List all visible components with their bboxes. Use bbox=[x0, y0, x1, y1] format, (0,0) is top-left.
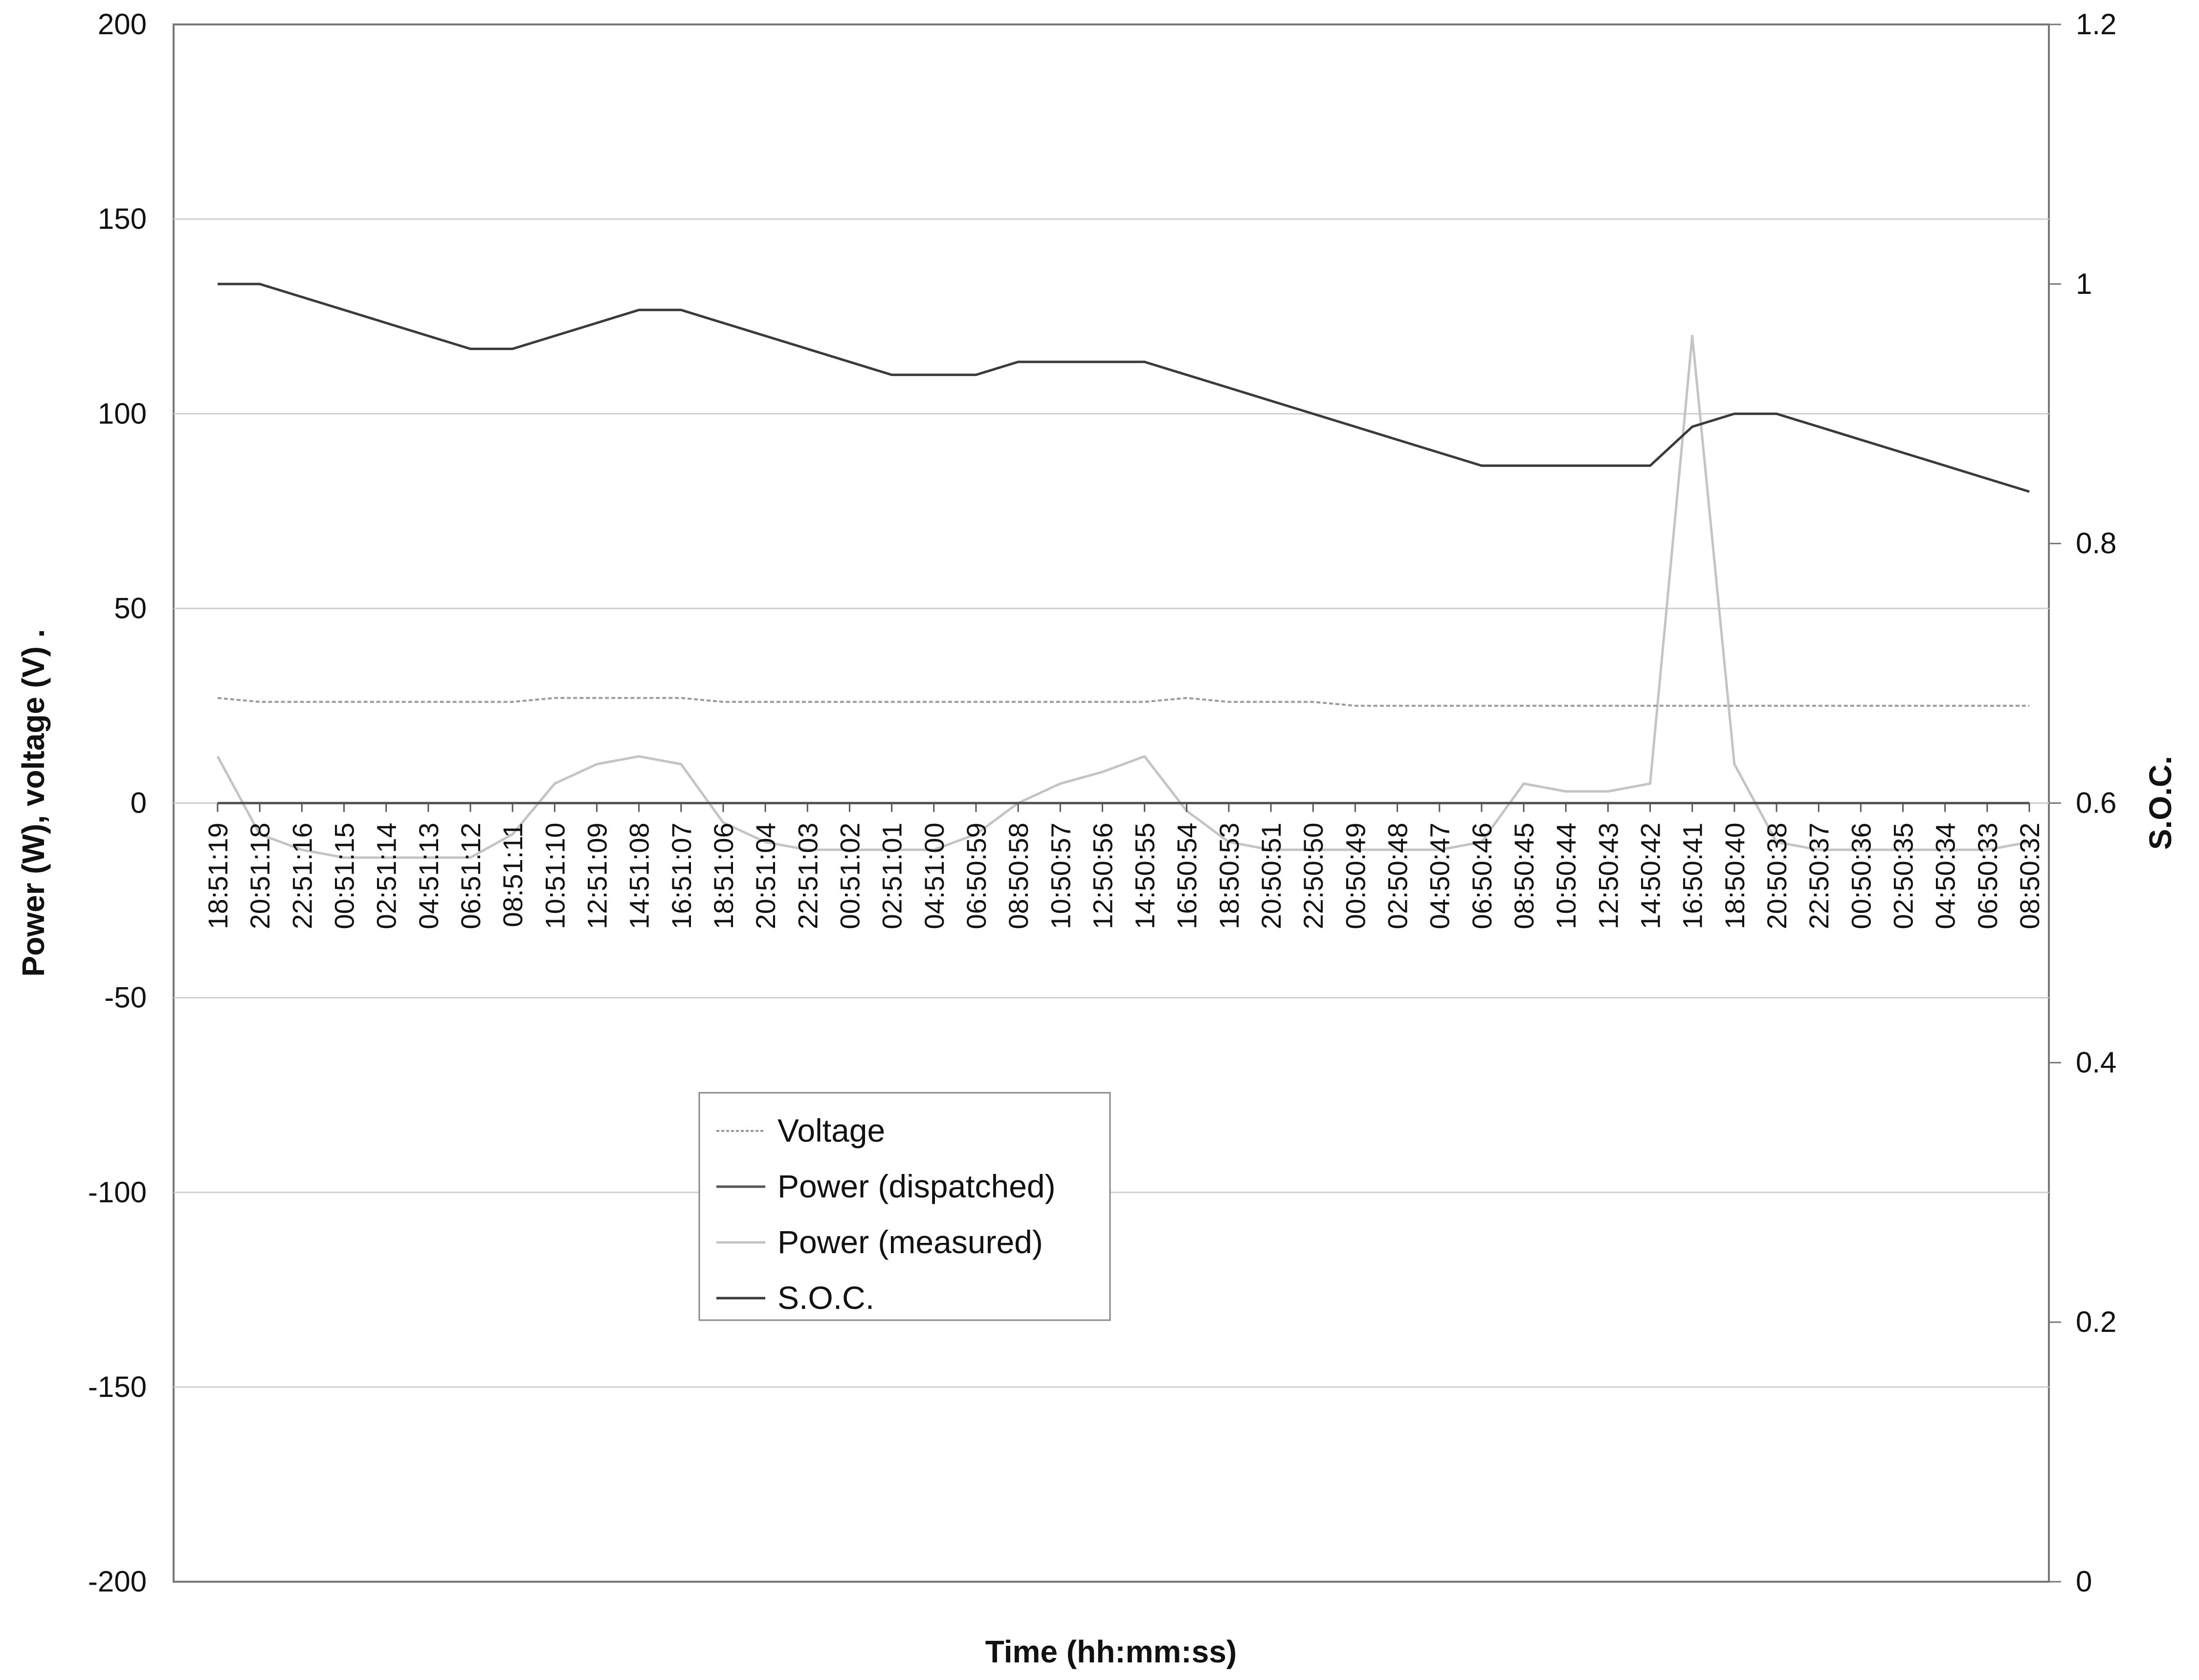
x-tick-label: 20:50:38 bbox=[1761, 823, 1792, 929]
y-tick-label: 100 bbox=[98, 397, 147, 430]
x-tick-label: 18:50:40 bbox=[1719, 823, 1750, 929]
legend: Voltage Power (dispatched) Power (measur… bbox=[698, 1092, 1111, 1321]
y2-tick-label: 1.2 bbox=[2076, 8, 2116, 41]
series-line-voltage bbox=[217, 697, 2029, 707]
series-line-power-measured bbox=[216, 334, 2030, 859]
x-tick-label: 16:50:41 bbox=[1677, 823, 1708, 929]
legend-box bbox=[698, 1092, 1111, 1321]
y-tick-label: -200 bbox=[88, 1565, 147, 1598]
x-tick-label: 08:50:32 bbox=[2014, 823, 2045, 929]
x-tick-label: 00:51:15 bbox=[329, 823, 359, 929]
x-tick-label: 02:51:14 bbox=[371, 823, 402, 929]
x-tick-label: 14:50:42 bbox=[1635, 823, 1666, 929]
y2-tick-label: 0.6 bbox=[2076, 787, 2116, 819]
x-tick-label: 22:50:37 bbox=[1803, 823, 1834, 929]
x-tick-label: 04:51:13 bbox=[413, 823, 444, 929]
x-tick-label: 02:50:35 bbox=[1888, 823, 1919, 929]
x-tick-label: 06:50:46 bbox=[1466, 823, 1497, 929]
x-tick-label: 18:51:06 bbox=[708, 823, 739, 929]
x-tick-label: 08:50:45 bbox=[1509, 823, 1539, 929]
y-tick-label: 150 bbox=[98, 202, 147, 235]
y-tick-label: 50 bbox=[114, 592, 147, 624]
x-axis-ticks: 18:51:19 20:51:18 22:51:16 00:51:15 02:51:14… bbox=[202, 803, 2045, 929]
x-tick-label: 12:50:56 bbox=[1087, 823, 1118, 929]
y2-axis-ticks: 1.2 1 0.8 0.6 0.4 0.2 0 bbox=[2049, 8, 2116, 1598]
y-tick-label: 200 bbox=[98, 8, 147, 41]
x-tick-label: 00:50:49 bbox=[1340, 823, 1371, 929]
y-tick-label: -100 bbox=[88, 1176, 147, 1209]
x-tick-label: 20:51:04 bbox=[750, 823, 781, 929]
x-tick-label: 14:51:08 bbox=[624, 823, 655, 929]
y-axis-ticks: 200 150 100 50 0 -50 -100 -150 -200 bbox=[88, 8, 147, 1598]
x-tick-label: 06:51:12 bbox=[455, 823, 486, 929]
legend-label-power-measured: Power (measured) bbox=[777, 1224, 1043, 1260]
x-tick-label: 12:51:09 bbox=[581, 823, 612, 929]
x-tick-label: 04:50:34 bbox=[1930, 823, 1961, 929]
x-axis-title: Time (hh:mm:ss) bbox=[985, 1634, 1237, 1669]
y2-tick-label: 0 bbox=[2076, 1565, 2092, 1598]
y2-tick-label: 0.8 bbox=[2076, 527, 2116, 560]
x-tick-label: 10:50:57 bbox=[1045, 823, 1076, 929]
series-line-s-o-c bbox=[218, 283, 2030, 493]
x-tick-label: 22:50:50 bbox=[1298, 823, 1329, 929]
x-tick-label: 10:51:10 bbox=[539, 823, 570, 929]
y-tick-label: 0 bbox=[131, 787, 147, 819]
legend-label-voltage: Voltage bbox=[777, 1112, 885, 1149]
x-tick-label: 08:50:58 bbox=[1003, 823, 1034, 929]
y-tick-label: -50 bbox=[104, 981, 147, 1014]
y-tick-label: -150 bbox=[88, 1371, 147, 1403]
x-tick-label: 00:51:02 bbox=[834, 823, 865, 929]
x-tick-label: 06:50:59 bbox=[961, 823, 992, 929]
legend-label-soc: S.O.C. bbox=[777, 1280, 874, 1316]
y2-tick-label: 1 bbox=[2076, 267, 2092, 300]
x-tick-label: 08:51:11 bbox=[497, 823, 528, 928]
x-tick-label: 22:51:16 bbox=[287, 823, 317, 929]
x-tick-label: 22:51:03 bbox=[792, 823, 823, 929]
x-tick-label: 04:51:00 bbox=[919, 823, 950, 929]
x-tick-label: 00:50:36 bbox=[1845, 823, 1876, 929]
x-tick-label: 18:50:53 bbox=[1214, 823, 1244, 929]
x-tick-label: 20:51:18 bbox=[244, 823, 275, 929]
y2-tick-label: 0.4 bbox=[2076, 1046, 2116, 1079]
x-tick-label: 10:50:44 bbox=[1551, 823, 1581, 929]
x-tick-label: 16:50:54 bbox=[1172, 823, 1202, 929]
legend-label-power-dispatched: Power (dispatched) bbox=[777, 1168, 1056, 1204]
x-tick-label: 18:51:19 bbox=[202, 823, 233, 929]
x-tick-label: 20:50:51 bbox=[1256, 823, 1287, 929]
y-axis-title: Power (W), voltage (V) . bbox=[16, 629, 51, 976]
x-tick-label: 02:51:01 bbox=[877, 822, 908, 929]
x-tick-label: 06:50:33 bbox=[1972, 822, 2003, 929]
series-group bbox=[216, 283, 2030, 859]
x-tick-label: 16:51:07 bbox=[666, 823, 697, 929]
y2-tick-label: 0.2 bbox=[2076, 1305, 2116, 1338]
y2-axis-title: S.O.C. bbox=[2143, 756, 2178, 850]
x-tick-label: 14:50:55 bbox=[1130, 823, 1160, 929]
x-tick-label: 12:50:43 bbox=[1593, 823, 1623, 929]
x-tick-label: 02:50:48 bbox=[1382, 823, 1413, 929]
x-tick-label: 04:50:47 bbox=[1424, 823, 1455, 929]
